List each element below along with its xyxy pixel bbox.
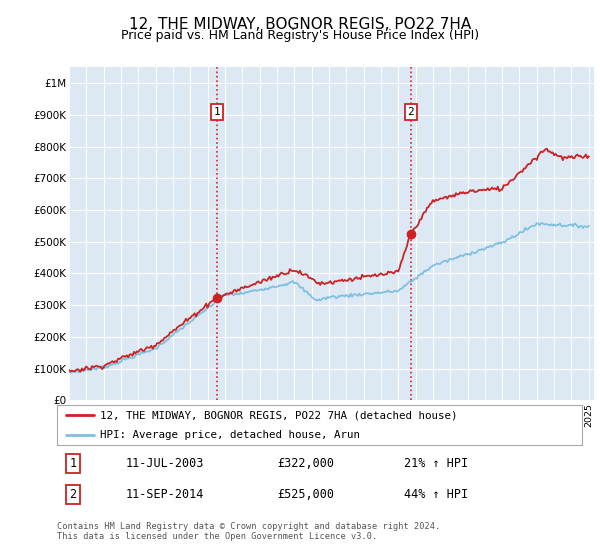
Text: 2: 2	[69, 488, 76, 501]
Text: 11-SEP-2014: 11-SEP-2014	[125, 488, 203, 501]
Text: 12, THE MIDWAY, BOGNOR REGIS, PO22 7HA (detached house): 12, THE MIDWAY, BOGNOR REGIS, PO22 7HA (…	[100, 410, 458, 421]
Text: 21% ↑ HPI: 21% ↑ HPI	[404, 457, 467, 470]
Text: 44% ↑ HPI: 44% ↑ HPI	[404, 488, 467, 501]
Text: HPI: Average price, detached house, Arun: HPI: Average price, detached house, Arun	[100, 430, 360, 440]
Text: 1: 1	[69, 457, 76, 470]
Text: 12, THE MIDWAY, BOGNOR REGIS, PO22 7HA: 12, THE MIDWAY, BOGNOR REGIS, PO22 7HA	[129, 17, 471, 31]
Text: £322,000: £322,000	[277, 457, 335, 470]
Text: 2: 2	[407, 107, 414, 117]
Text: Price paid vs. HM Land Registry's House Price Index (HPI): Price paid vs. HM Land Registry's House …	[121, 29, 479, 43]
Text: £525,000: £525,000	[277, 488, 335, 501]
Text: 1: 1	[214, 107, 220, 117]
Text: 11-JUL-2003: 11-JUL-2003	[125, 457, 203, 470]
Text: Contains HM Land Registry data © Crown copyright and database right 2024.
This d: Contains HM Land Registry data © Crown c…	[57, 522, 440, 542]
